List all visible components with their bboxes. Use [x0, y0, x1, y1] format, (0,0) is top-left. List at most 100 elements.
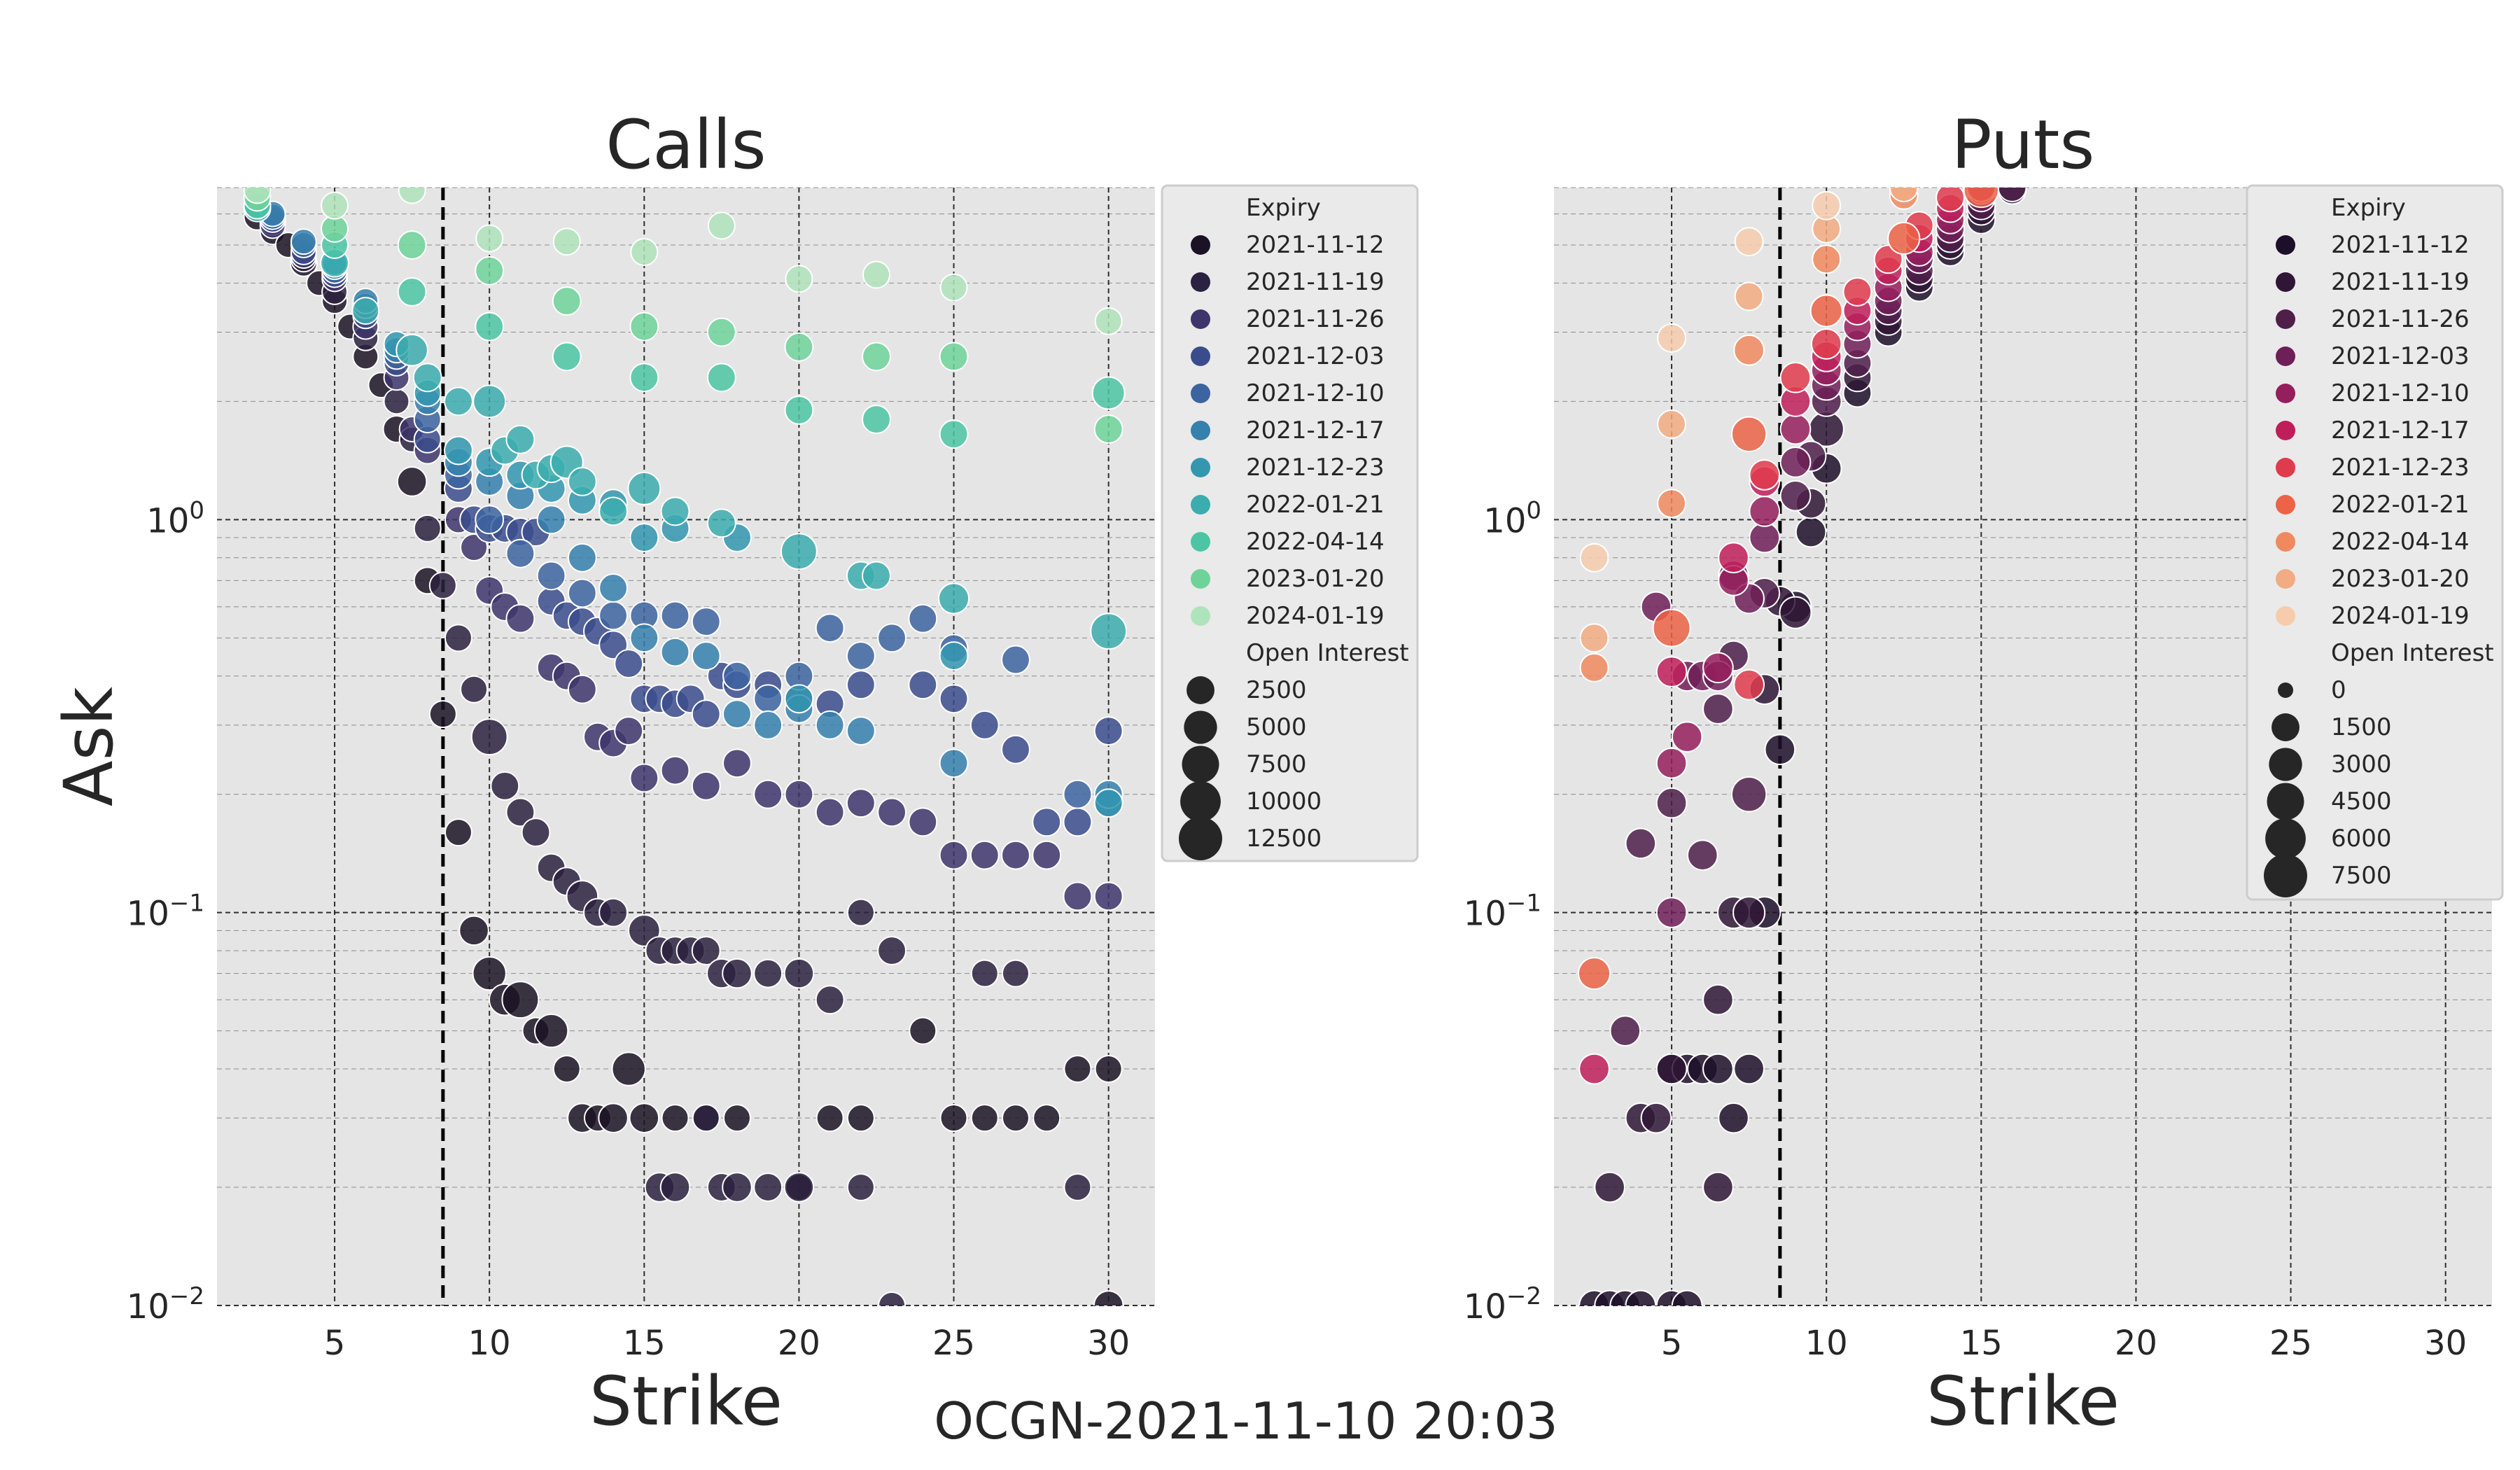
data-point — [1656, 787, 1688, 819]
data-point — [1812, 190, 1842, 220]
legend-marker — [2276, 421, 2295, 440]
data-point — [722, 748, 752, 778]
data-point — [908, 603, 938, 634]
data-point — [1779, 479, 1812, 512]
data-point — [1887, 221, 1921, 255]
data-point — [1749, 496, 1781, 527]
data-point — [862, 260, 890, 289]
data-point — [1749, 459, 1781, 491]
data-point — [444, 386, 473, 416]
data-point — [862, 561, 891, 591]
y-axis-label: Ask — [50, 686, 128, 806]
data-point — [1732, 896, 1766, 930]
legend-size-label: 6000 — [2331, 825, 2392, 853]
x-tick-label: 15 — [623, 1324, 666, 1363]
data-point — [722, 699, 752, 729]
data-point — [475, 505, 505, 535]
data-point — [1764, 734, 1796, 766]
data-point — [1702, 983, 1734, 1016]
data-point — [1702, 693, 1734, 724]
legend-size-marker — [2269, 748, 2302, 781]
data-point — [1809, 294, 1843, 328]
data-point — [1001, 645, 1030, 675]
data-point — [351, 297, 380, 326]
data-point — [1032, 807, 1062, 837]
legend-marker — [1191, 235, 1210, 255]
y-tick-label: 10−1 — [127, 890, 204, 934]
data-point — [1625, 827, 1657, 860]
data-point — [1702, 1171, 1734, 1203]
legend-marker — [1191, 458, 1210, 477]
data-point — [1579, 542, 1609, 573]
data-point — [470, 718, 508, 756]
data-point — [939, 748, 969, 778]
legend-size-marker — [1179, 817, 1222, 860]
legend-marker — [1191, 346, 1210, 366]
legend-size-label: 12500 — [1246, 825, 1322, 853]
data-point — [629, 763, 659, 793]
data-point — [598, 897, 629, 927]
data-point — [521, 818, 551, 848]
legend-marker — [1191, 606, 1210, 626]
data-point — [784, 332, 814, 362]
data-point — [1093, 414, 1124, 444]
legend-marker — [1191, 309, 1210, 329]
data-point — [1702, 652, 1734, 684]
data-point — [1779, 596, 1812, 629]
legend-size-marker — [2265, 818, 2306, 859]
data-point — [862, 405, 891, 435]
data-point — [567, 467, 597, 496]
legend-hue-title: Expiry — [2331, 194, 2406, 222]
y-tick-exponent: −2 — [169, 1282, 204, 1310]
y-tick-label: 10−2 — [127, 1282, 204, 1326]
data-point — [1671, 1289, 1703, 1306]
x-tick-label: 20 — [2115, 1324, 2157, 1363]
data-point — [1001, 959, 1030, 988]
data-point — [458, 915, 489, 946]
data-point — [1093, 1290, 1124, 1306]
data-point — [846, 641, 876, 671]
legend-size-label: 7500 — [1246, 750, 1307, 778]
legend-entry: 2022-04-14 — [2331, 528, 2470, 556]
y-tick-base: 10 — [146, 501, 189, 540]
legend-box — [2246, 184, 2504, 901]
legend-size-label: 2500 — [1246, 676, 1307, 704]
data-point — [783, 1172, 815, 1203]
data-point — [1671, 721, 1703, 753]
legend-size-marker — [1180, 781, 1221, 822]
legend-entry: 2021-12-03 — [2331, 342, 2470, 370]
legend-size-label: 1500 — [2331, 713, 2392, 741]
data-point — [706, 363, 736, 393]
data-point — [970, 959, 999, 988]
legend-entry: 2023-01-20 — [1246, 565, 1385, 593]
data-point — [846, 716, 876, 746]
y-tick-base: 10 — [127, 895, 169, 934]
data-point — [1779, 413, 1812, 445]
data-point — [939, 684, 969, 714]
data-point — [1652, 608, 1691, 648]
legend-entry: 2021-12-10 — [1246, 379, 1385, 407]
data-point — [939, 641, 969, 671]
legend-marker — [2276, 606, 2295, 626]
data-point — [567, 674, 597, 704]
data-point — [397, 276, 427, 307]
data-point — [846, 898, 875, 927]
data-point — [567, 578, 597, 608]
data-point — [908, 670, 938, 700]
data-point — [660, 601, 690, 631]
x-axis-label: Strike — [589, 1362, 783, 1441]
y-tick-exponent: 0 — [189, 496, 204, 524]
data-point — [598, 496, 629, 526]
data-point — [428, 571, 457, 600]
data-point — [939, 1104, 968, 1133]
data-point — [475, 312, 505, 342]
data-point — [707, 211, 736, 240]
data-point — [691, 936, 721, 966]
legend-marker — [1191, 421, 1210, 440]
legend-size-marker — [1184, 710, 1217, 744]
data-point — [396, 333, 428, 367]
chart-title: Calls — [606, 106, 766, 184]
data-point — [815, 985, 845, 1015]
